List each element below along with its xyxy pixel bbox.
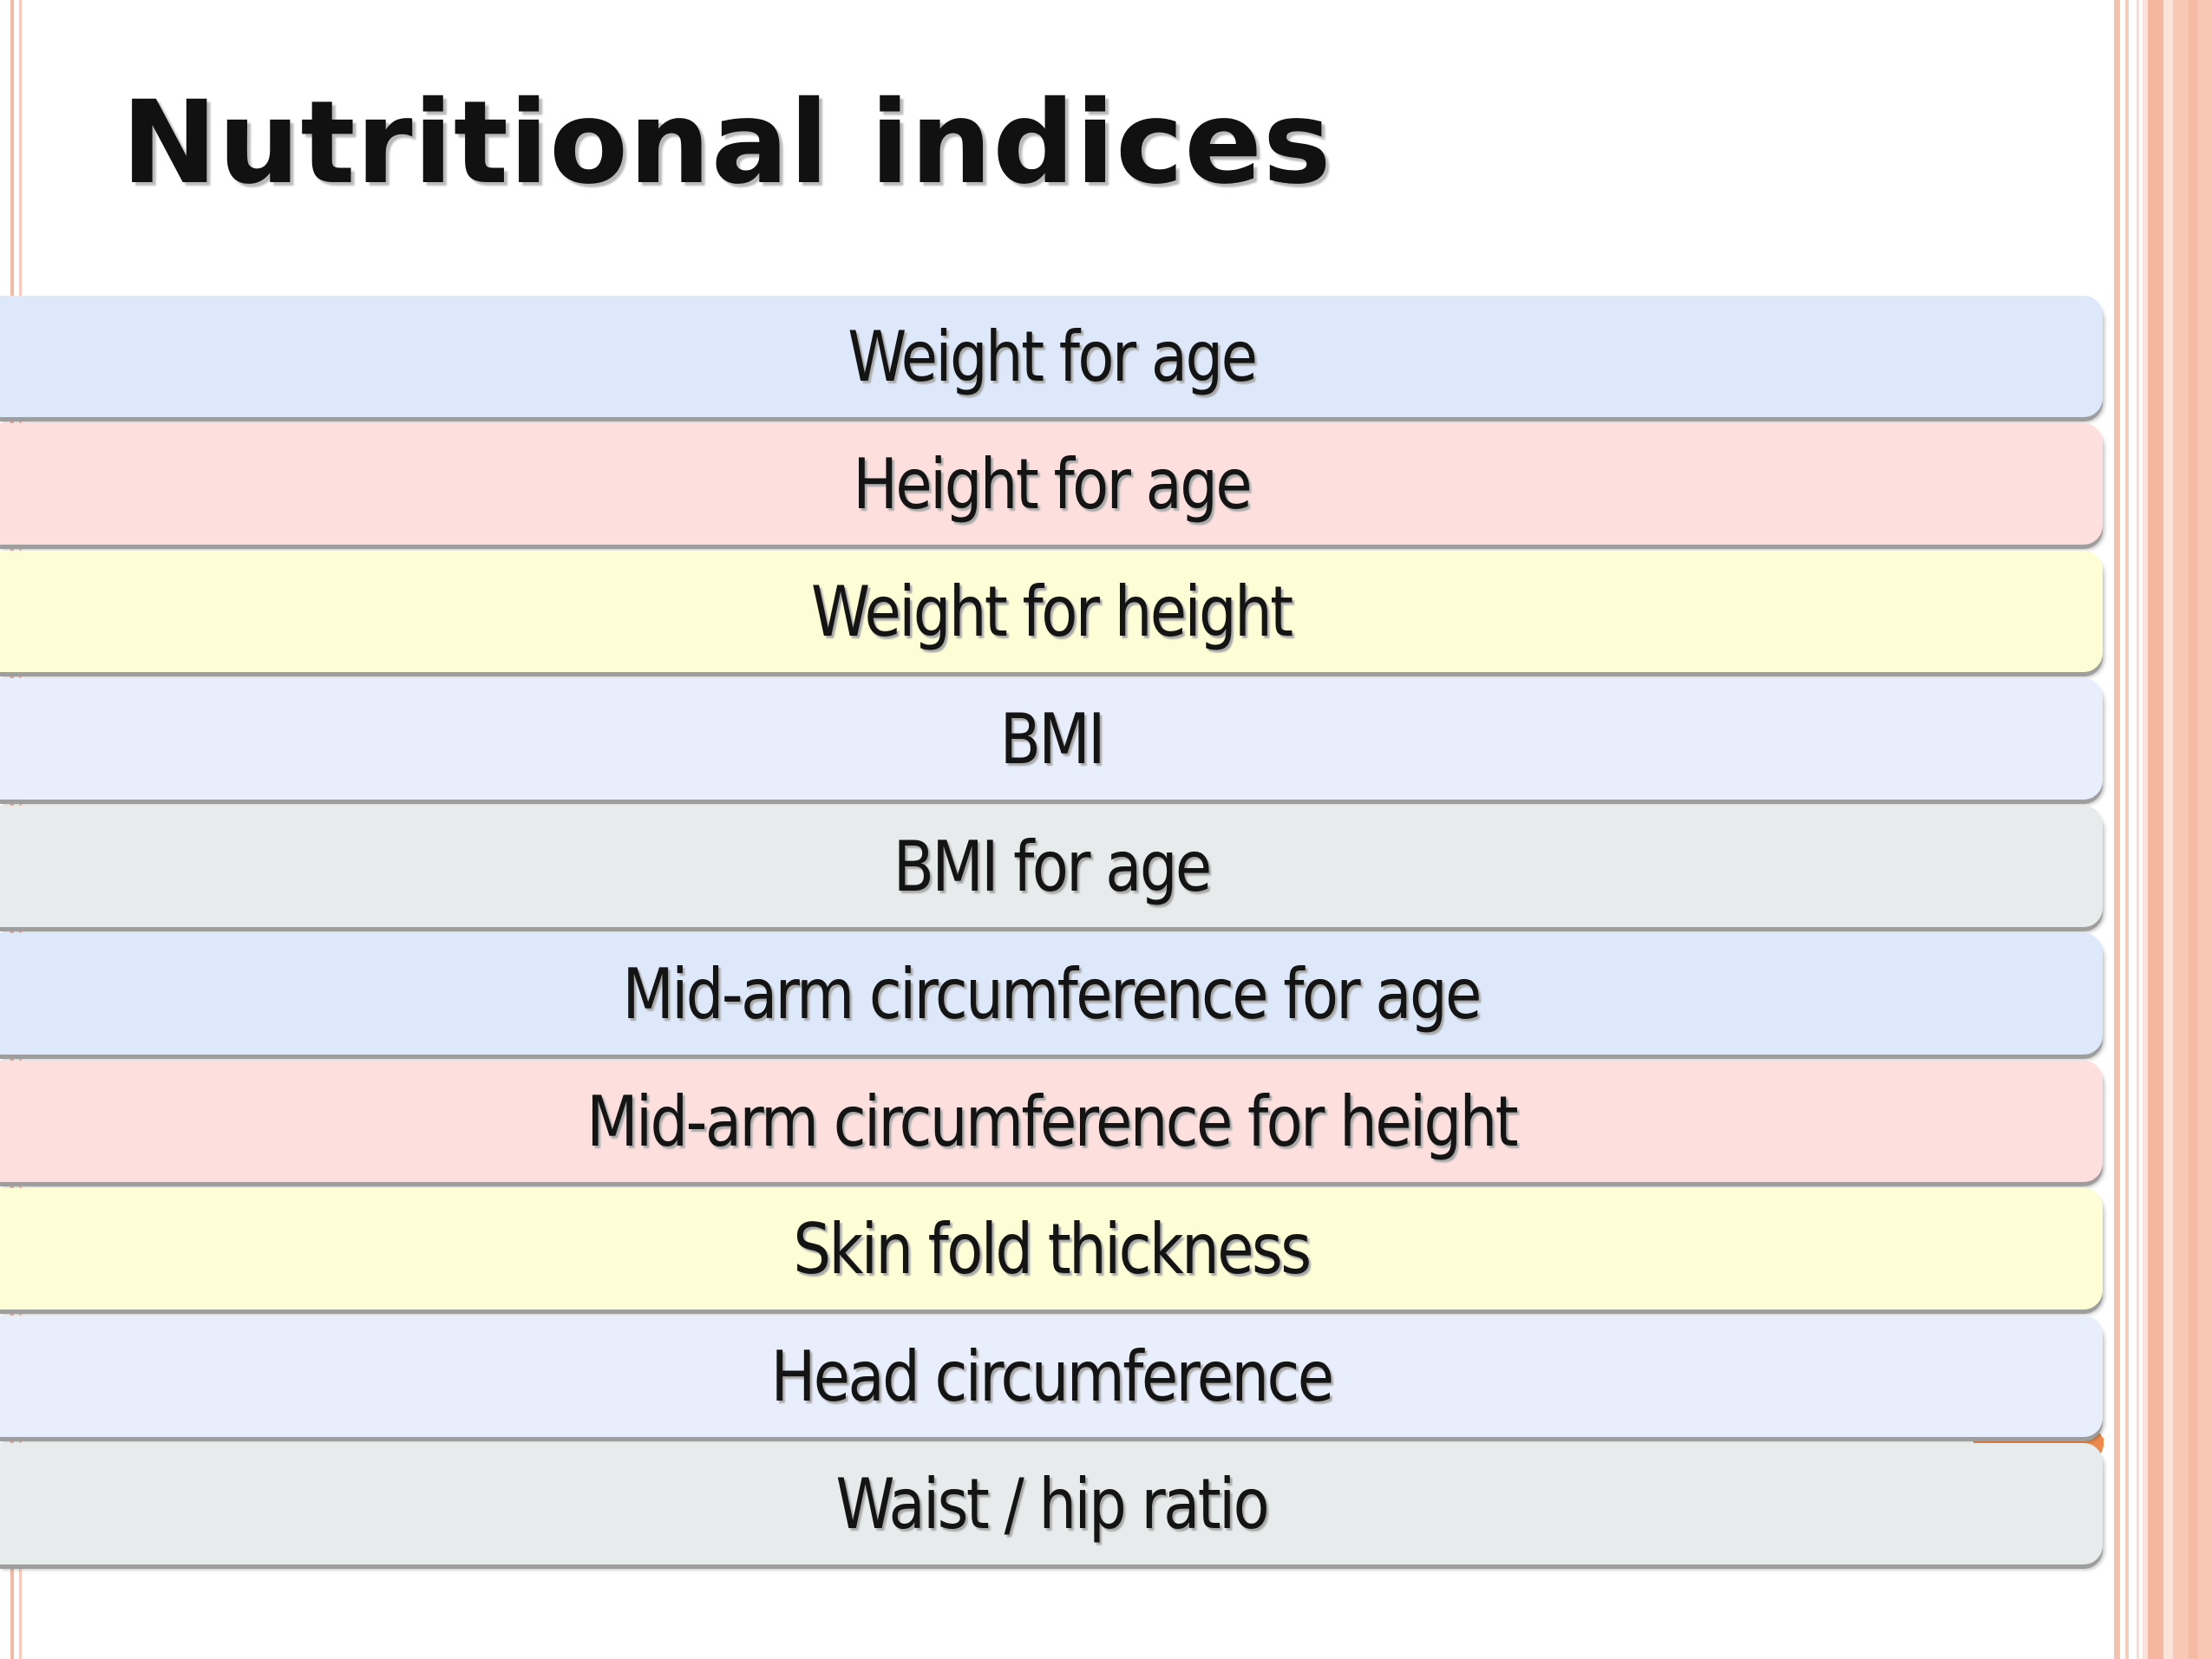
right-border-stripe-mid <box>2189 0 2197 1659</box>
nutritional-indices-list: Weight for age Height for age Weight for… <box>0 296 2103 1571</box>
index-row: Weight for height <box>0 551 2103 672</box>
index-label: Weight for age <box>847 316 1258 397</box>
index-row: Waist / hip ratio <box>0 1443 2103 1564</box>
index-row: Mid-arm circumference for height <box>0 1061 2103 1182</box>
right-border-stripe-dark <box>2148 0 2163 1659</box>
index-label: Head circumference <box>770 1336 1334 1417</box>
index-row: Skin fold thickness <box>0 1188 2103 1310</box>
index-row: Mid-arm circumference for age <box>0 933 2103 1055</box>
slide-title: Nutritional indices <box>121 76 1332 210</box>
index-row: Height for age <box>0 423 2103 545</box>
index-label: Mid-arm circumference for height <box>586 1081 1518 1162</box>
index-label: BMI <box>999 698 1105 780</box>
right-border-stripe <box>2125 0 2129 1659</box>
index-label: Mid-arm circumference for age <box>622 953 1482 1035</box>
index-label: Skin fold thickness <box>793 1208 1312 1290</box>
index-label: BMI for age <box>893 826 1213 907</box>
right-border-stripe <box>2137 0 2139 1659</box>
orange-accent-tab <box>1973 1438 2104 1447</box>
index-row: Head circumference <box>0 1316 2103 1437</box>
right-border-stripe <box>2114 0 2120 1659</box>
index-label: Weight for height <box>811 571 1293 652</box>
index-row: BMI for age <box>0 806 2103 927</box>
index-label: Waist / hip ratio <box>835 1463 1269 1545</box>
index-label: Height for age <box>853 443 1252 525</box>
index-row: BMI <box>0 678 2103 800</box>
index-row: Weight for age <box>0 296 2103 417</box>
